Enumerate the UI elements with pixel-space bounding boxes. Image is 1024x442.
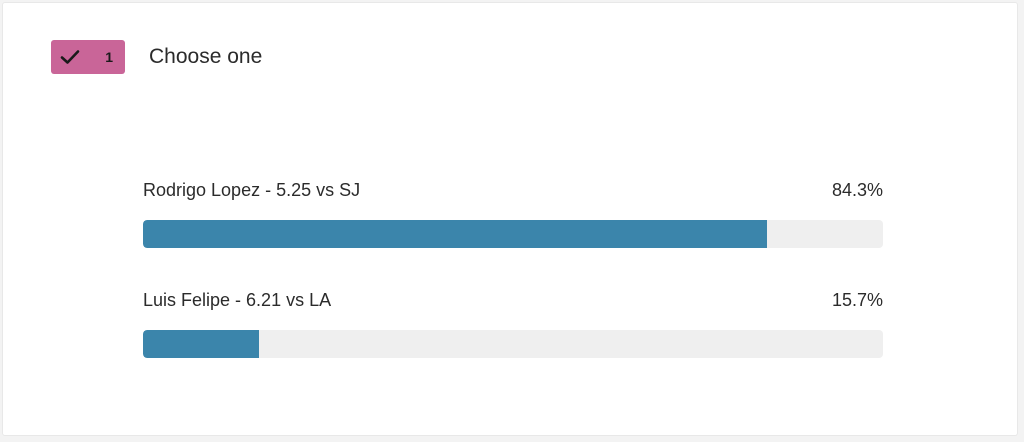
poll-card: 1 Choose one Rodrigo Lopez - 5.25 vs SJ … xyxy=(2,2,1018,436)
poll-option-percent: 84.3% xyxy=(831,179,883,200)
poll-option[interactable]: Rodrigo Lopez - 5.25 vs SJ 84.3% xyxy=(143,179,883,289)
poll-option-label: Rodrigo Lopez - 5.25 vs SJ xyxy=(143,179,361,200)
poll-option-row: Luis Felipe - 6.21 vs LA 15.7% xyxy=(143,289,883,311)
vote-count: 1 xyxy=(105,49,113,65)
poll-header: 1 Choose one xyxy=(51,39,262,75)
result-bar-track xyxy=(143,220,883,248)
result-bar-fill xyxy=(143,330,260,358)
poll-option-label: Luis Felipe - 6.21 vs LA xyxy=(143,289,332,310)
result-bar-fill xyxy=(143,220,767,248)
poll-option[interactable]: Luis Felipe - 6.21 vs LA 15.7% xyxy=(143,289,883,399)
result-bar-track xyxy=(143,330,883,358)
poll-option-row: Rodrigo Lopez - 5.25 vs SJ 84.3% xyxy=(143,179,883,201)
checkmark-icon xyxy=(60,49,80,65)
poll-option-percent: 15.7% xyxy=(831,289,883,310)
vote-count-badge: 1 xyxy=(51,40,125,74)
poll-options: Rodrigo Lopez - 5.25 vs SJ 84.3% Luis Fe… xyxy=(143,179,883,399)
poll-question: Choose one xyxy=(149,45,263,68)
